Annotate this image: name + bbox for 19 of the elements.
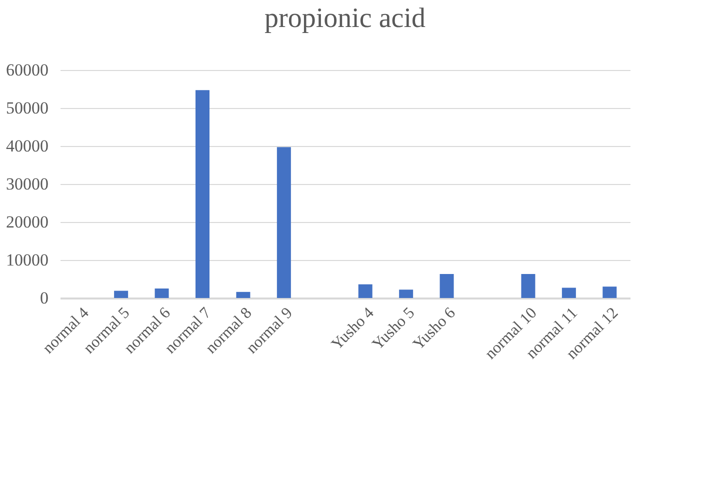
bar (114, 290, 128, 298)
chart-title: propionic acid (264, 3, 426, 34)
y-tick-label: 20000 (6, 212, 48, 232)
bar (440, 274, 454, 298)
bar (154, 288, 169, 298)
bar (399, 290, 414, 298)
bar (358, 284, 372, 298)
bar (196, 90, 210, 298)
bar (276, 147, 291, 298)
y-tick-label: 40000 (6, 136, 48, 156)
y-tick-label: 60000 (6, 60, 48, 80)
y-tick-label: 30000 (6, 174, 48, 194)
y-tick-label: 50000 (6, 98, 48, 118)
y-tick-label: 10000 (6, 250, 48, 270)
bar (236, 292, 250, 298)
y-tick-label: 0 (40, 288, 48, 308)
bar (562, 288, 576, 298)
bar (521, 274, 536, 298)
bar (602, 286, 617, 298)
